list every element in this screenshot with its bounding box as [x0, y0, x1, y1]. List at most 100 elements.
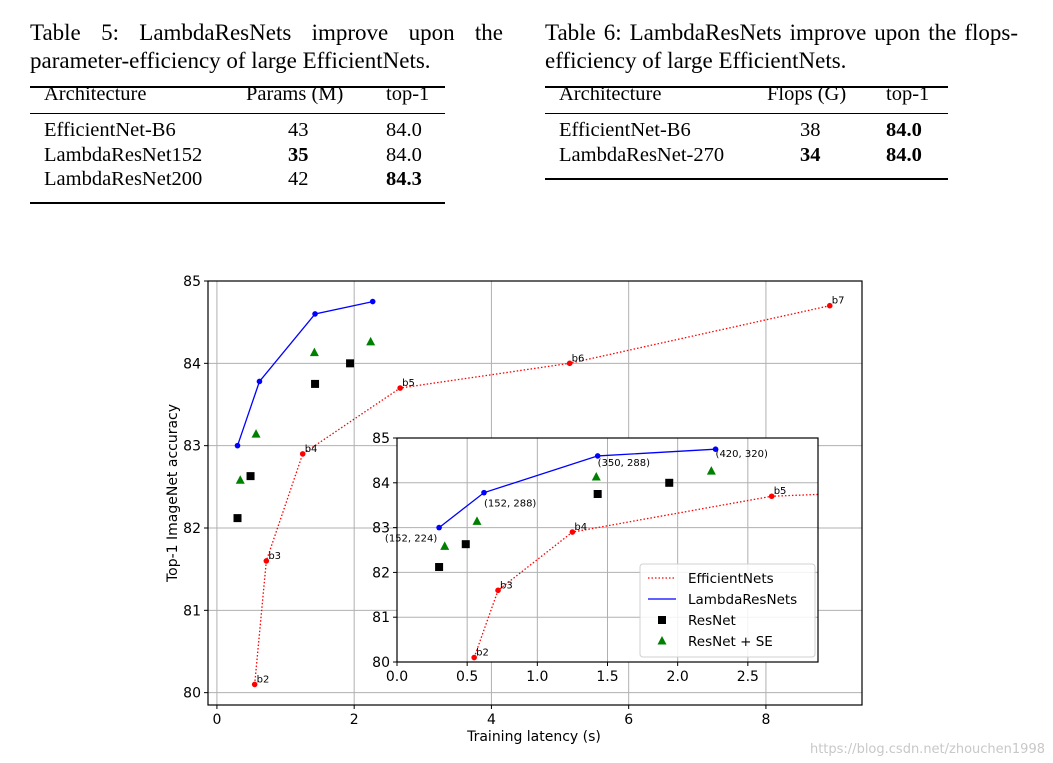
column-header: top-1 — [886, 83, 930, 105]
lambda-point-annotation: (152, 288) — [484, 499, 536, 510]
data-point-resnet — [435, 563, 444, 572]
cell-architecture: LambdaResNet152 — [44, 143, 203, 166]
data-point — [251, 681, 258, 688]
x-tick-label: 2 — [350, 712, 359, 728]
data-point-resnet-se — [440, 541, 450, 550]
data-point — [256, 378, 263, 385]
cell-architecture: EfficientNet-B6 — [559, 119, 691, 141]
cell-value: 35 — [288, 143, 309, 166]
data-point-resnet-se — [309, 347, 319, 357]
cell-top1: 84.0 — [386, 143, 422, 166]
y-tick-label: 82 — [183, 521, 201, 537]
data-point-resnet — [593, 490, 602, 498]
cell-top1: 84.0 — [386, 119, 422, 141]
y-tick-label: 80 — [372, 655, 390, 671]
x-tick-label: 1.5 — [596, 669, 618, 685]
plot-marks: b2 b3 b4 b5 b6 b7 — [233, 296, 844, 688]
efficientnet-point-label: b6 — [572, 353, 585, 364]
data-point — [299, 451, 306, 457]
series-line-lambdaresnets — [236, 300, 373, 446]
data-point-resnet — [311, 379, 320, 388]
data-point — [471, 654, 477, 661]
y-tick-label: 83 — [183, 439, 201, 455]
data-point — [594, 453, 601, 459]
data-point — [566, 360, 573, 367]
table-header-rule — [30, 113, 445, 114]
table6-caption: Table 6: LambdaResNets improve upon the … — [545, 20, 1018, 73]
table5-caption: Table 5: LambdaResNets improve upon the … — [30, 20, 503, 73]
cell-architecture: LambdaResNet-270 — [559, 143, 725, 166]
legend-box — [639, 563, 816, 658]
efficientnet-point-label: b3 — [500, 580, 513, 591]
efficientnet-point-label: b3 — [268, 551, 281, 562]
legend-label: ResNet — [688, 613, 736, 629]
data-point — [263, 558, 270, 564]
data-point-resnet-se — [235, 475, 245, 484]
watermark: https://blog.csdn.net/zhouchen1998 — [809, 742, 1045, 757]
efficientnet-point-label: b4 — [574, 522, 587, 533]
efficientnet-point-label: b5 — [774, 486, 787, 497]
legend-label: LambdaResNets — [688, 592, 797, 608]
data-point — [436, 524, 442, 531]
data-point — [397, 385, 403, 391]
y-tick-label: 82 — [372, 565, 390, 581]
efficientnet-point-label: b5 — [402, 378, 415, 389]
lambda-point-annotation: (350, 288) — [598, 458, 650, 469]
data-point-resnet — [665, 478, 674, 487]
efficientnet-point-label: b4 — [305, 444, 318, 455]
series-line-efficientnets — [473, 493, 818, 658]
legend-square-swatch — [658, 616, 666, 624]
lambda-point-annotation: (152, 224) — [385, 534, 437, 545]
efficientnet-point-label: b2 — [257, 674, 270, 685]
efficientnet-point-label: b2 — [476, 648, 489, 659]
table-top-rule — [545, 86, 948, 88]
column-header: Architecture — [559, 83, 662, 105]
plot-frame — [396, 437, 819, 663]
cell-top1: 84.0 — [886, 119, 922, 141]
y-tick-label: 85 — [183, 274, 201, 290]
x-axis-label: Training latency (s) — [466, 729, 601, 745]
cell-value: 34 — [800, 143, 821, 166]
cell-value: 38 — [800, 119, 821, 141]
column-header: Flops (G) — [767, 83, 847, 105]
data-point — [312, 311, 318, 317]
y-tick-label: 83 — [372, 521, 390, 537]
table-bottom-rule — [545, 178, 948, 180]
data-point-resnet — [461, 540, 470, 549]
data-point-resnet-se — [706, 466, 716, 475]
cell-architecture: EfficientNet-B6 — [44, 119, 176, 141]
table6: Architecture Flops (G) top-1 EfficientNet-B… — [545, 83, 948, 180]
data-point — [234, 442, 241, 449]
data-point-resnet-se — [591, 471, 601, 481]
legend-label: ResNet + SE — [688, 634, 773, 650]
y-tick-label: 80 — [183, 686, 201, 702]
y-tick-label: 84 — [183, 356, 201, 372]
data-point-resnet-se — [472, 516, 482, 525]
table-header-rule — [545, 113, 948, 114]
data-point — [712, 446, 719, 453]
x-tick-label: 2.0 — [667, 669, 689, 685]
table-bottom-rule — [30, 202, 445, 204]
legend: EfficientNets LambdaResNets ResNet ResNet +… — [639, 563, 816, 658]
data-point — [481, 489, 487, 496]
x-tick-label: 0.5 — [456, 669, 478, 685]
cell-top1: 84.3 — [386, 168, 422, 190]
data-point — [826, 302, 833, 309]
data-point-resnet-se — [366, 336, 376, 346]
inset-plot: 0.0 0.5 1.0 1.5 2.0 2.5 80 81 82 83 84 85 b2 b3 b4 b5 (1… — [372, 431, 819, 685]
legend-triangle-swatch — [657, 636, 667, 645]
x-tick-label: 0 — [212, 712, 221, 728]
y-tick-label: 81 — [372, 610, 390, 626]
data-point — [768, 493, 775, 500]
x-tick-label: 6 — [624, 712, 633, 728]
x-tick-label: 8 — [761, 712, 770, 728]
column-header: Architecture — [44, 83, 147, 105]
table5: Architecture Params (M) top-1 EfficientNet-… — [30, 83, 445, 204]
y-tick-label: 84 — [372, 476, 390, 492]
data-point — [569, 529, 576, 535]
lambda-point-annotation: (420, 320) — [716, 449, 768, 460]
x-tick-label: 4 — [487, 712, 496, 728]
x-tick-label: 0.0 — [386, 669, 408, 685]
table-top-rule — [30, 86, 445, 88]
data-point-resnet — [346, 359, 355, 368]
